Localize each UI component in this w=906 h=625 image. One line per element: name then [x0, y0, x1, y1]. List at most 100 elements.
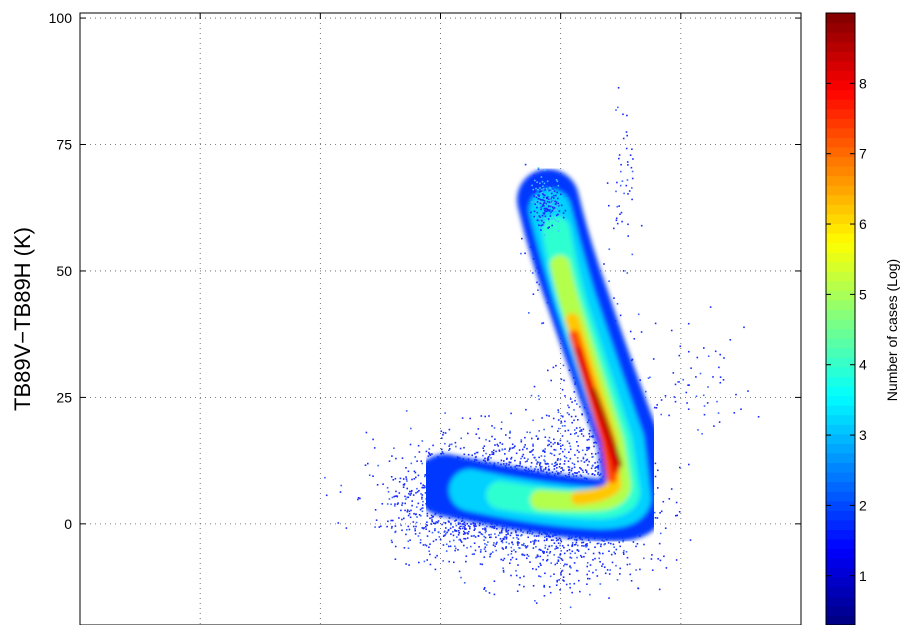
density-dot — [432, 540, 435, 543]
density-dot — [508, 542, 510, 545]
density-dot — [504, 448, 506, 450]
density-dot — [505, 547, 507, 549]
density-dot — [712, 376, 714, 378]
colorbar-tick-label: 6 — [859, 216, 867, 232]
density-dot — [524, 163, 527, 166]
density-dot — [432, 515, 434, 518]
density-dot — [640, 331, 643, 333]
density-dot — [543, 221, 545, 224]
density-dot — [529, 431, 531, 434]
density-dot — [408, 492, 410, 495]
density-dot — [454, 545, 456, 548]
density-dot — [640, 224, 643, 227]
density-dot — [558, 472, 560, 475]
density-dot — [484, 457, 486, 460]
density-dot — [558, 579, 560, 581]
density-dot — [586, 458, 589, 461]
density-dot — [409, 490, 411, 493]
density-dot — [419, 541, 422, 544]
density-dot — [496, 541, 498, 544]
density-dot — [454, 549, 456, 552]
density-dot — [521, 237, 523, 240]
density-dot — [407, 496, 410, 499]
density-dot — [632, 158, 634, 160]
density-dot — [555, 539, 558, 542]
density-dot — [359, 497, 361, 500]
density-dot — [557, 539, 559, 541]
density-dot — [431, 453, 433, 455]
density-dot — [545, 466, 547, 469]
density-dot — [557, 547, 559, 549]
density-dot — [567, 544, 569, 547]
density-dot — [428, 550, 430, 552]
density-dot — [557, 442, 559, 444]
density-dot — [548, 534, 550, 537]
density-dot — [514, 466, 516, 468]
density-dot — [388, 498, 391, 500]
density-dot — [584, 469, 587, 471]
density-dot — [573, 419, 575, 422]
colorbar-band — [826, 424, 855, 435]
density-dot — [460, 539, 462, 542]
density-dot — [695, 376, 697, 378]
density-dot — [555, 470, 558, 473]
density-dot — [559, 206, 561, 209]
density-dot — [536, 461, 539, 463]
colorbar-frame — [825, 12, 856, 625]
density-dot — [558, 453, 561, 455]
density-dot — [509, 447, 511, 450]
density-dot — [493, 527, 496, 529]
density-dot — [540, 192, 542, 195]
density-dot — [599, 552, 601, 555]
density-dot — [448, 521, 450, 523]
density-dot — [442, 560, 444, 562]
density-dot — [536, 219, 539, 222]
density-dot — [510, 558, 512, 561]
density-dot — [586, 439, 589, 441]
density-dot — [560, 570, 563, 572]
density-dot — [654, 406, 656, 409]
density-dot — [568, 468, 571, 471]
density-dot — [489, 525, 492, 528]
density-dot — [601, 565, 603, 567]
density-dot — [473, 534, 475, 537]
density-dot — [555, 547, 558, 550]
density-dot — [533, 215, 535, 218]
density-dot — [549, 184, 551, 187]
density-dot — [405, 533, 407, 536]
density-dot — [518, 542, 521, 544]
density-dot — [478, 437, 481, 439]
density-dot — [611, 561, 614, 564]
density-dot — [403, 484, 405, 486]
density-dot — [627, 235, 629, 237]
density-dot — [696, 356, 699, 359]
density-dot — [508, 437, 511, 439]
density-dot — [687, 322, 690, 325]
density-dot — [659, 559, 662, 562]
density-dot — [407, 540, 410, 543]
density-dot — [537, 535, 540, 537]
density-dot — [534, 216, 536, 219]
density-dot — [482, 523, 484, 526]
density-dot — [463, 453, 466, 456]
colorbar-band — [826, 108, 855, 119]
density-dot — [568, 573, 571, 575]
density-dot — [536, 281, 538, 284]
density-tips — [530, 167, 567, 236]
density-dot — [703, 413, 706, 416]
density-dot — [608, 597, 610, 599]
density-dot — [532, 419, 534, 422]
density-dot — [588, 539, 590, 541]
density-dot — [459, 525, 461, 528]
density-dot — [482, 454, 484, 457]
density-dot — [535, 568, 537, 571]
density-dot — [586, 446, 588, 449]
density-dot — [592, 435, 594, 437]
density-dot — [434, 522, 436, 525]
density-dot — [581, 538, 583, 541]
density-dot — [595, 569, 597, 571]
density-dot — [432, 444, 434, 447]
density-dot — [497, 462, 499, 464]
density-dot — [571, 401, 573, 403]
density-dot — [499, 441, 501, 444]
